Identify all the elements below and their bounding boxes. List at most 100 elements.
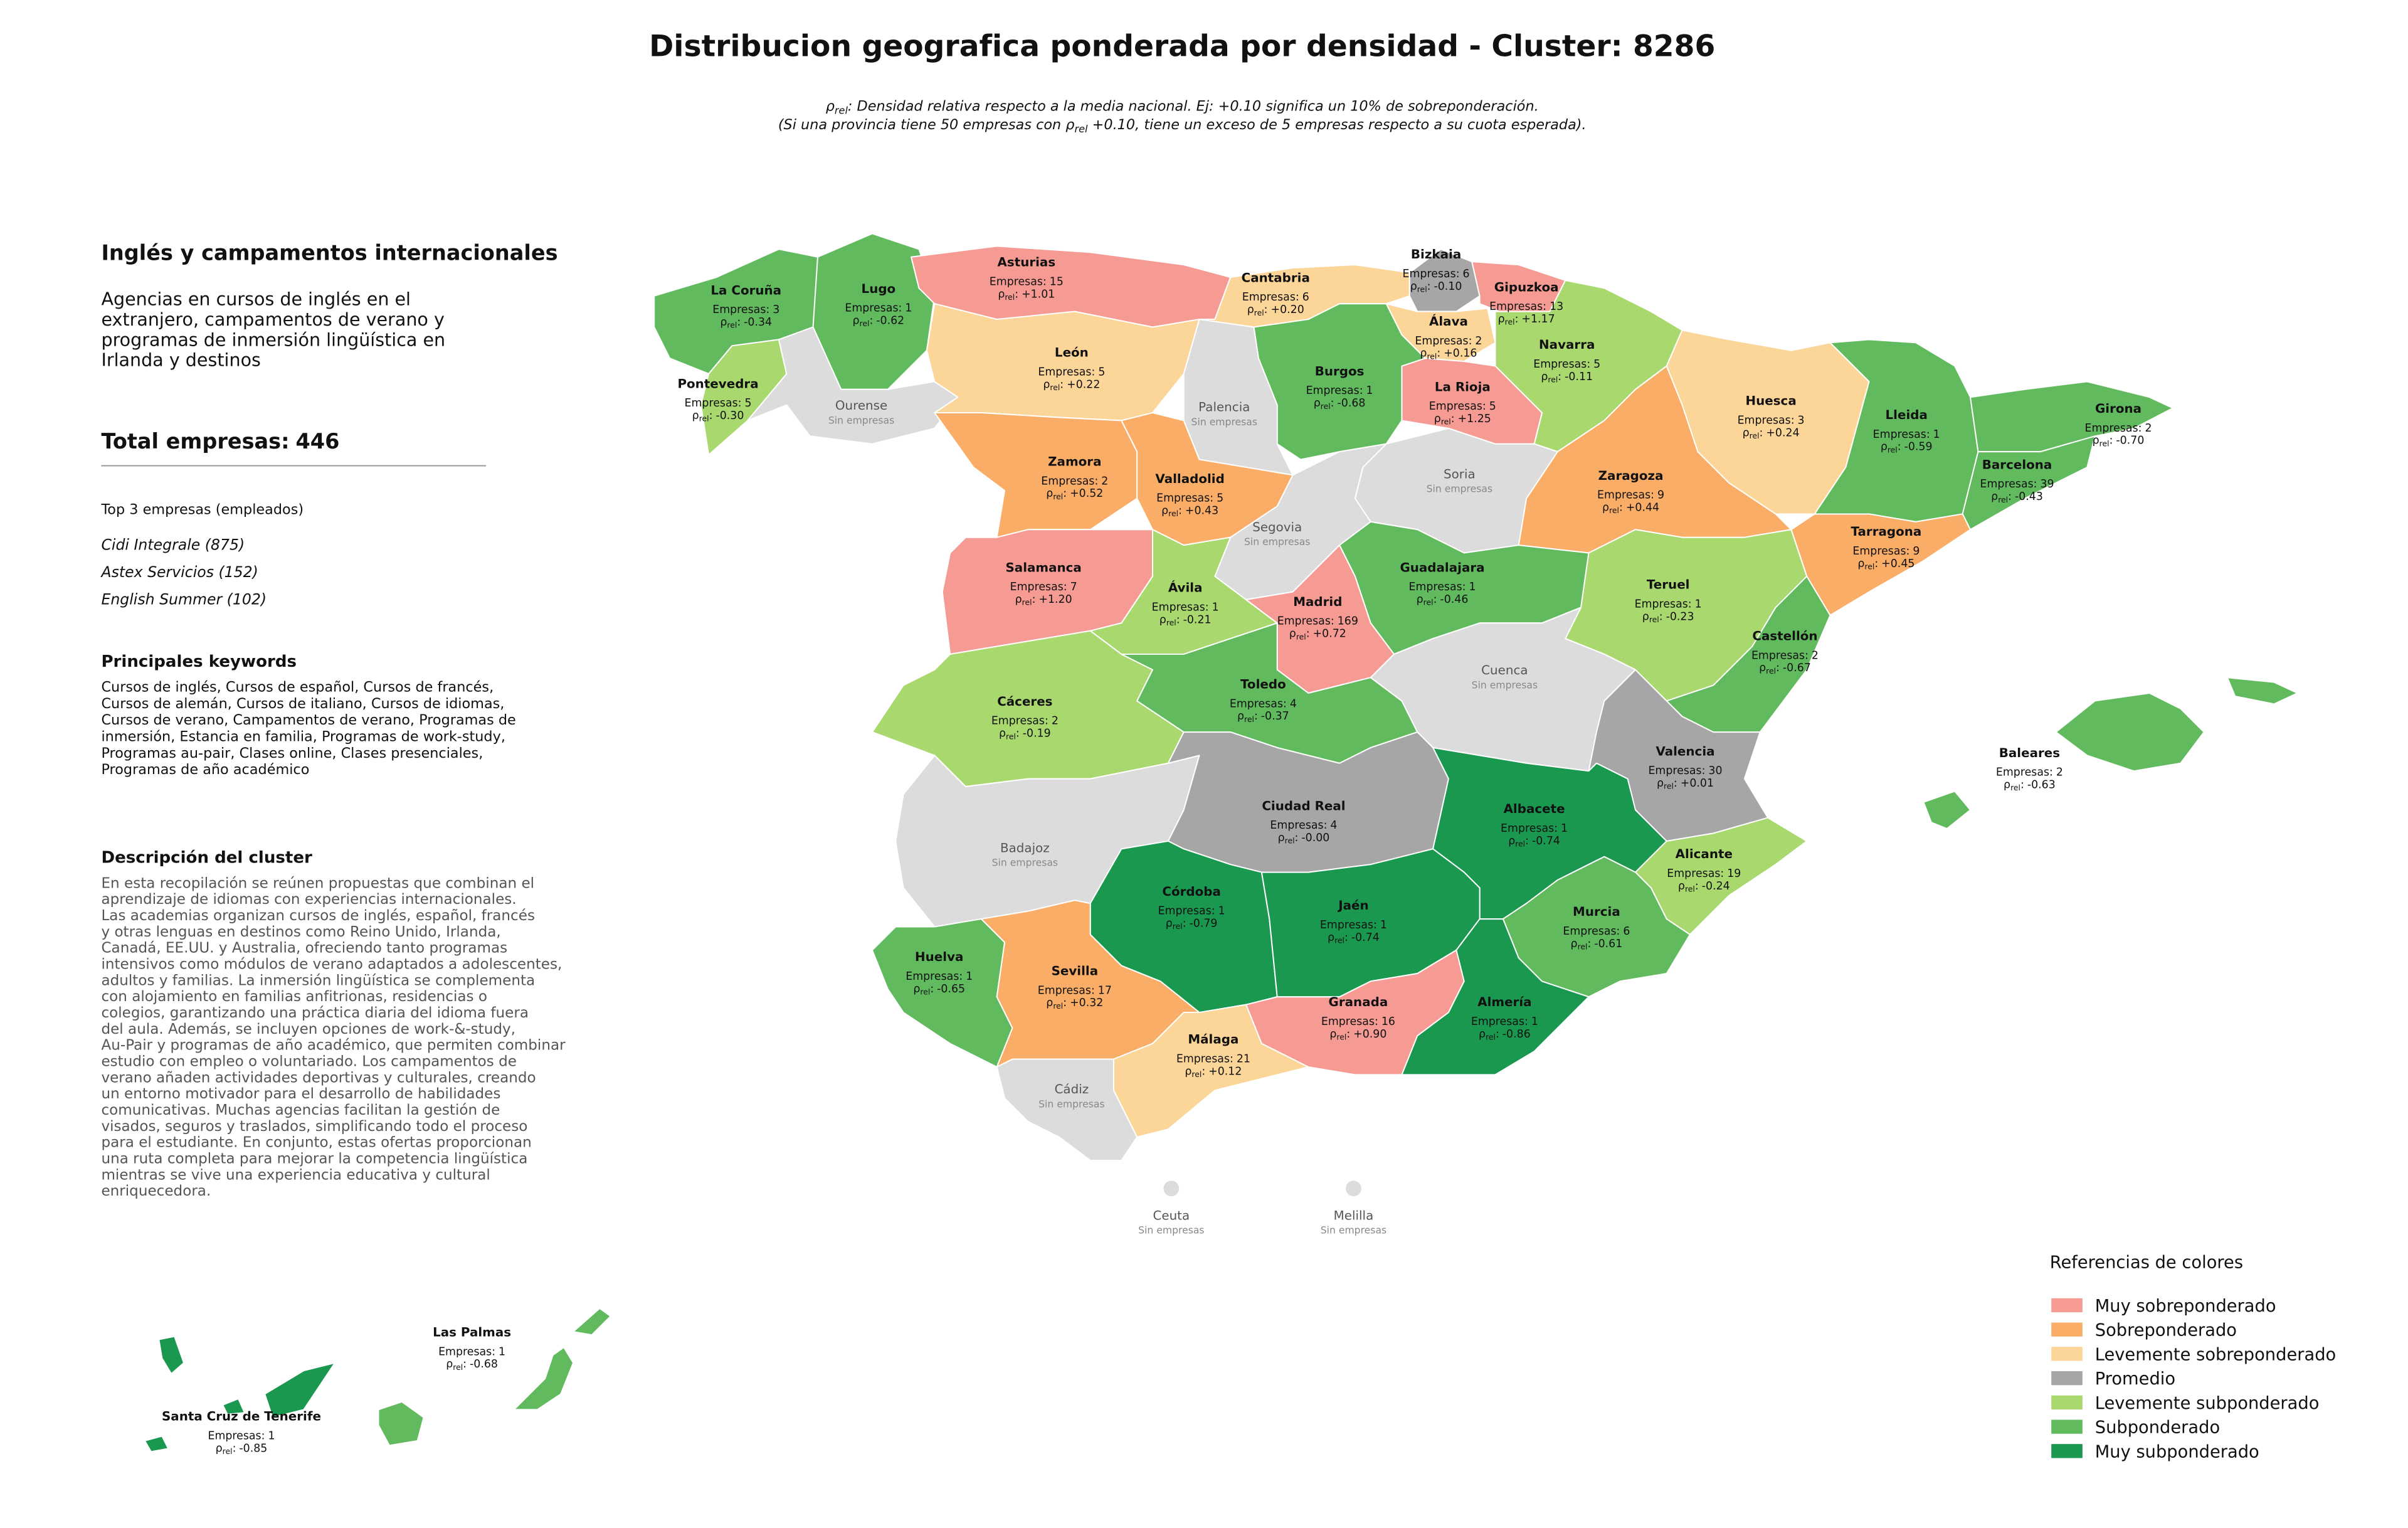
rho-sub: rel xyxy=(1515,839,1525,849)
empresas-prefix: Empresas: xyxy=(1320,919,1377,931)
rho-symbol: ρ xyxy=(446,1358,453,1371)
no-data-label: Sin empresas xyxy=(1191,416,1257,428)
rho-sep: : xyxy=(1331,397,1334,410)
empresas-prefix: Empresas: xyxy=(1563,925,1620,938)
rho-sep: : xyxy=(1434,593,1437,606)
rho-symbol: ρ xyxy=(692,410,699,422)
rho-sep: : xyxy=(709,410,713,422)
no-data-label: Sin empresas xyxy=(1138,1224,1204,1236)
rho-symbol: ρ xyxy=(913,983,920,995)
empresas-value: 15 xyxy=(1050,275,1064,288)
rho-symbol: ρ xyxy=(1508,835,1515,847)
rho-sub: rel xyxy=(1166,618,1176,627)
empresas-label: Empresas: 2 xyxy=(1996,767,2063,779)
rho-sep: : xyxy=(1437,348,1440,360)
rho-label: ρrel: +1.25 xyxy=(1434,413,1491,427)
province-name: Gipuzkoa xyxy=(1494,280,1559,294)
province-name: Pontevedra xyxy=(677,376,758,391)
legend-swatch xyxy=(2051,1371,2083,1386)
rho-symbol: ρ xyxy=(1410,280,1417,293)
panel-summary: programas de inmersión lingüística en xyxy=(101,329,445,350)
empresas-label: Empresas: 2 xyxy=(1041,475,1108,487)
rho-label: ρrel: -0.85 xyxy=(216,1442,268,1456)
no-data-label: Sin empresas xyxy=(1472,679,1538,691)
province-name: Albacete xyxy=(1504,802,1565,816)
rho-value: +0.32 xyxy=(1070,997,1103,1009)
rho-label: ρrel: -0.43 xyxy=(1991,491,2043,504)
empresas-value: 1 xyxy=(1695,598,1702,610)
empresas-value: 6 xyxy=(1463,268,1470,280)
rho-symbol: ρ xyxy=(1247,304,1254,316)
empresas-value: 4 xyxy=(1290,698,1297,710)
legend-swatch xyxy=(2051,1444,2083,1458)
rho-sep: : xyxy=(1346,1028,1350,1041)
province-name: Córdoba xyxy=(1162,884,1221,899)
note-post: : Densidad relativa respecto a la media … xyxy=(848,98,1539,114)
rho-symbol: ρ xyxy=(1159,613,1166,626)
rho-value: -0.86 xyxy=(1502,1028,1531,1041)
empresas-label: Empresas: 13 xyxy=(1489,300,1563,313)
legend-swatch xyxy=(2051,1347,2083,1361)
empresas-prefix: Empresas: xyxy=(1852,545,1909,558)
empresas-value: 2 xyxy=(1812,649,1819,662)
rho-value: -0.59 xyxy=(1904,441,1933,454)
empresas-value: 1 xyxy=(499,1345,505,1358)
rho-symbol: ρ xyxy=(1571,938,1578,950)
rho-value: -0.74 xyxy=(1351,931,1380,944)
rho-symbol: ρ xyxy=(1479,1028,1486,1041)
rho-value: -0.19 xyxy=(1023,728,1051,740)
total-label: Total empresas: xyxy=(101,429,289,454)
empresas-prefix: Empresas: xyxy=(991,715,1048,728)
empresas-value: 17 xyxy=(1098,984,1112,997)
rho-sub: rel xyxy=(1649,615,1659,624)
description-line: aprendizaje de idiomas con experiencias … xyxy=(101,891,516,908)
rho-symbol: ρ xyxy=(1237,710,1244,723)
empresas-value: 4 xyxy=(1330,819,1337,832)
legend-label: Sobreponderado xyxy=(2095,1321,2237,1340)
rho-symbol: ρ xyxy=(720,316,727,329)
legend-label: Muy subponderado xyxy=(2095,1442,2259,1462)
province-name: Huelva xyxy=(915,950,963,964)
empresas-prefix: Empresas: xyxy=(1158,905,1215,918)
province-name: Ávila xyxy=(1168,581,1203,595)
rho-value: +1.20 xyxy=(1038,593,1072,606)
empresas-prefix: Empresas: xyxy=(906,970,963,983)
empresas-label: Empresas: 5 xyxy=(1038,366,1105,378)
province-name: La Rioja xyxy=(1435,379,1491,394)
description-line: del aula. Además, se incluyen opciones d… xyxy=(101,1021,515,1037)
province-shape xyxy=(144,1435,169,1453)
rho-value: +0.20 xyxy=(1271,304,1304,316)
province-name: Ciudad Real xyxy=(1262,798,1345,813)
empresas-prefix: Empresas: xyxy=(208,1430,265,1442)
no-data-label: Sin empresas xyxy=(1321,1224,1386,1236)
empresas-value: 1 xyxy=(1366,385,1373,397)
rho-sep: : xyxy=(1254,710,1258,723)
rho-sub: rel xyxy=(1296,632,1306,641)
rho-label: ρrel: +1.17 xyxy=(1498,313,1555,327)
rho-sub: rel xyxy=(2010,783,2020,792)
total-value: 446 xyxy=(295,429,339,454)
rho-sep: : xyxy=(1898,441,1901,454)
rho-sub: rel xyxy=(1548,375,1558,385)
rho-sub: rel xyxy=(1505,317,1515,327)
empresas-prefix: Empresas: xyxy=(1597,489,1654,502)
rho-sub: rel xyxy=(1441,417,1451,427)
empresas-prefix: Empresas: xyxy=(1403,268,1460,280)
empresas-value: 7 xyxy=(1070,581,1077,593)
rho-value: -0.74 xyxy=(1532,835,1560,847)
keywords-line: inmersión, Estancia en familia, Programa… xyxy=(101,728,505,745)
description-line: un entorno motivador para el desarrollo … xyxy=(101,1086,500,1102)
rho-value: +1.01 xyxy=(1022,288,1055,300)
panel-summary: extranjero, campamentos de verano y xyxy=(101,309,445,330)
rho-value: -0.67 xyxy=(1783,662,1811,674)
rho-sub: rel xyxy=(1168,509,1178,518)
rho-sub: rel xyxy=(1050,383,1060,392)
description-line: comunicativas. Muchas agencias facilitan… xyxy=(101,1102,500,1118)
province-name: Ourense xyxy=(835,398,887,413)
rho-value: -0.70 xyxy=(2116,435,2144,447)
empresas-value: 3 xyxy=(773,304,779,316)
rho-value: +1.17 xyxy=(1521,313,1555,326)
rho-sep: : xyxy=(1178,504,1182,517)
rho-symbol: ρ xyxy=(216,1442,223,1455)
rho-sub: rel xyxy=(1766,666,1776,676)
